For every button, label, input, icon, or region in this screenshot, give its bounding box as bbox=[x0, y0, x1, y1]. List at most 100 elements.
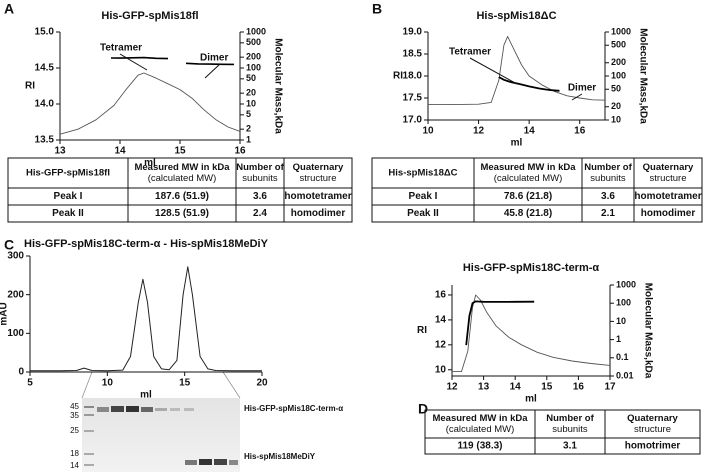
y2-tick-label: 100 bbox=[616, 298, 631, 308]
y2-tick-label: 5 bbox=[246, 109, 251, 119]
chart-title: His-GFP-spMis18C-term-α bbox=[463, 262, 600, 274]
data-line bbox=[59, 72, 241, 135]
table-header: subunits bbox=[242, 173, 278, 184]
y2-tick-label: 500 bbox=[611, 40, 626, 50]
annotation: Tetramer bbox=[100, 43, 142, 54]
table-header: Quaternary bbox=[293, 162, 344, 173]
annotation-arrow bbox=[571, 93, 583, 101]
table-header: Number of bbox=[236, 162, 284, 173]
panel-label: A bbox=[4, 1, 14, 17]
table-header: (calculated MW) bbox=[446, 424, 515, 435]
y-tick-label: 13.5 bbox=[35, 135, 55, 146]
y-axis-label: RI bbox=[417, 325, 427, 336]
y2-tick-label: 50 bbox=[246, 73, 256, 83]
x-tick-label: 12 bbox=[473, 126, 485, 137]
table-cell: 2.4 bbox=[253, 208, 267, 219]
table-header: Quaternary bbox=[643, 162, 694, 173]
y2-axis-label: Molecular Mass,kDa bbox=[642, 283, 653, 379]
y-tick-label: 16 bbox=[435, 290, 447, 301]
x-tick-label: 20 bbox=[256, 378, 268, 389]
table-cell: homotrimer bbox=[625, 441, 681, 452]
y2-tick-label: 100 bbox=[611, 70, 626, 80]
gel-band-label: His-spMis18MeDiY bbox=[244, 452, 316, 461]
table-header: Measured MW in kDa bbox=[480, 162, 576, 173]
y-axis-label: RI bbox=[393, 71, 403, 82]
x-tick-label: 5 bbox=[27, 378, 33, 389]
y2-axis-label: Molecular Mass,kDa bbox=[272, 38, 283, 134]
gel-marker: 14 bbox=[70, 461, 79, 470]
table-cell: 128.5 (51.9) bbox=[155, 208, 209, 219]
table-header: structure bbox=[300, 173, 337, 184]
x-tick-label: 15 bbox=[174, 146, 186, 157]
y2-axis-label: Molecular Mass,kDa bbox=[637, 28, 648, 124]
gel-marker: 18 bbox=[70, 449, 79, 458]
gel-image bbox=[81, 371, 241, 472]
y-axis-label: mAU bbox=[0, 302, 10, 325]
data-line bbox=[498, 76, 560, 92]
x-axis-label: ml bbox=[140, 390, 152, 401]
table-cell: homodimer bbox=[641, 208, 696, 219]
annotation: Dimer bbox=[200, 53, 228, 64]
x-axis-label: ml bbox=[525, 394, 537, 405]
table-header: Measured MW in kDa bbox=[432, 413, 528, 424]
y2-tick-label: 0.01 bbox=[616, 370, 634, 380]
chart-title: His-GFP-spMis18C-term-α - His-spMis18MeD… bbox=[24, 238, 269, 250]
x-tick-label: 14 bbox=[524, 126, 536, 137]
table-header: Quaternary bbox=[627, 413, 678, 424]
data-line bbox=[30, 266, 262, 372]
table-cell: 3.6 bbox=[253, 191, 267, 202]
panel-label: D bbox=[418, 401, 428, 417]
gel-marker: 35 bbox=[70, 411, 79, 420]
annotation-arrow bbox=[204, 63, 221, 79]
table-cell: 45.8 (21.8) bbox=[504, 208, 552, 219]
table-cell: 78.6 (21.8) bbox=[504, 191, 552, 202]
x-tick-label: 17 bbox=[604, 382, 616, 393]
y2-tick-label: 100 bbox=[246, 62, 261, 72]
y2-tick-label: 10 bbox=[616, 316, 626, 326]
table-border bbox=[424, 409, 701, 455]
gel-marker: 25 bbox=[70, 426, 79, 435]
data-line bbox=[428, 35, 606, 106]
annotation-arrow bbox=[469, 57, 518, 85]
table-header: (calculated MW) bbox=[494, 173, 563, 184]
y2-tick-label: 1000 bbox=[246, 26, 266, 36]
data-line bbox=[465, 300, 535, 346]
chart-title: His-GFP-spMis18fl bbox=[101, 10, 198, 22]
x-tick-label: 15 bbox=[541, 382, 553, 393]
table-cell: 187.6 (51.9) bbox=[155, 191, 209, 202]
table-header: structure bbox=[634, 424, 671, 435]
table-header: His-GFP-spMis18fl bbox=[26, 168, 110, 179]
y-tick-label: 17.0 bbox=[403, 115, 423, 126]
y2-tick-label: 200 bbox=[611, 57, 626, 67]
y-tick-label: 19.0 bbox=[403, 27, 423, 38]
x-tick-label: 16 bbox=[573, 382, 585, 393]
table-border bbox=[371, 157, 703, 223]
y2-tick-label: 1 bbox=[246, 134, 251, 144]
y2-tick-label: 1000 bbox=[611, 26, 631, 36]
y-tick-label: 14.5 bbox=[35, 63, 55, 74]
x-tick-label: 10 bbox=[102, 378, 114, 389]
table-cell: 3.6 bbox=[601, 191, 615, 202]
y-axis-label: RI bbox=[25, 81, 35, 92]
table-border bbox=[7, 157, 353, 223]
y-tick-label: 10 bbox=[435, 364, 447, 375]
x-tick-label: 10 bbox=[422, 126, 434, 137]
table-cell: homotetramer bbox=[634, 191, 701, 202]
table-header: subunits bbox=[552, 424, 588, 435]
y2-tick-label: 20 bbox=[246, 88, 256, 98]
y2-tick-label: 200 bbox=[246, 52, 261, 62]
x-tick-label: 13 bbox=[478, 382, 490, 393]
chart-title: His-spMis18ΔC bbox=[476, 10, 556, 22]
y2-tick-label: 1000 bbox=[616, 279, 636, 289]
x-axis-label: ml bbox=[144, 158, 156, 169]
y-tick-label: 300 bbox=[7, 251, 24, 262]
y2-tick-label: 10 bbox=[246, 98, 256, 108]
table-cell: 119 (38.3) bbox=[457, 441, 502, 452]
annotation: Dimer bbox=[568, 83, 596, 94]
panel-label: C bbox=[4, 237, 14, 253]
table-header: His-spMis18ΔC bbox=[388, 168, 457, 179]
x-tick-label: 15 bbox=[179, 378, 191, 389]
x-tick-label: 12 bbox=[446, 382, 458, 393]
x-tick-label: 13 bbox=[54, 146, 66, 157]
